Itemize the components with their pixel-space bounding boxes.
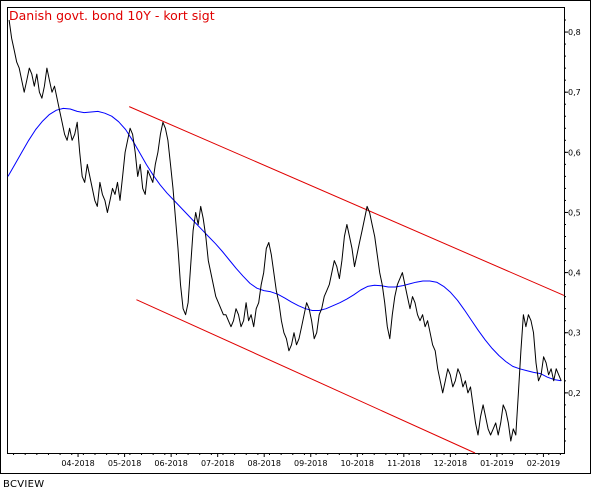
y-tick-label: 0,2	[568, 389, 581, 398]
y-tick-label: 0,5	[568, 208, 581, 217]
x-tick-label: 11-2018	[387, 459, 420, 468]
x-tick-label: 02-2019	[527, 459, 560, 468]
channel-lines	[129, 106, 565, 454]
channel-line-lower	[136, 299, 476, 454]
moving-average-line	[7, 107, 562, 382]
x-tick-label: 04-2018	[61, 459, 94, 468]
y-tick-label: 0,8	[568, 28, 581, 37]
x-tick-label: 12-2018	[434, 459, 467, 468]
x-tick-label: 08-2018	[247, 459, 280, 468]
brand-label: BCVIEW	[3, 479, 44, 490]
x-tick-label: 07-2018	[201, 459, 234, 468]
x-tick-label: 09-2018	[294, 459, 327, 468]
channel-line-upper	[129, 106, 565, 296]
x-tick-label: 10-2018	[341, 459, 374, 468]
plot-frame	[7, 7, 565, 454]
y-tick-label: 0,3	[568, 329, 581, 338]
x-tick-label: 01-2019	[480, 459, 513, 468]
y-tick-label: 0,6	[568, 148, 581, 157]
y-tick-label: 0,7	[568, 88, 581, 97]
chart-title: Danish govt. bond 10Y - kort sigt	[9, 8, 215, 23]
price-line	[8, 19, 562, 442]
series-layer	[7, 19, 562, 442]
y-axis: 0,8 0,7 0,6 0,5 0,4 0,3 0,2	[564, 19, 581, 442]
x-tick-label: 05-2018	[108, 459, 141, 468]
x-axis: 04-2018 05-2018 06-2018 07-2018 08-2018 09-20…	[13, 453, 561, 468]
y-tick-label: 0,4	[568, 269, 581, 278]
outer-frame	[0, 0, 591, 474]
x-tick-label: 06-2018	[154, 459, 187, 468]
